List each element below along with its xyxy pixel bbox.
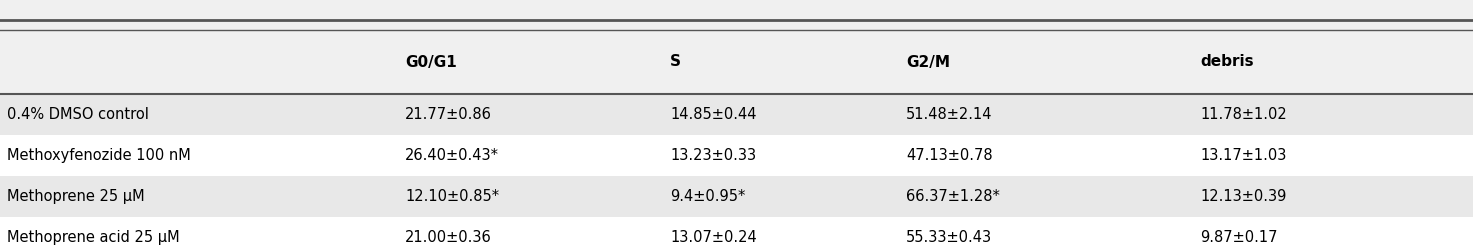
Text: Methoprene 25 μM: Methoprene 25 μM bbox=[7, 189, 144, 204]
Text: 11.78±1.02: 11.78±1.02 bbox=[1200, 107, 1287, 122]
Text: G2/M: G2/M bbox=[906, 55, 950, 69]
Bar bbox=[0, 94, 1473, 135]
Text: Methoxyfenozide 100 nM: Methoxyfenozide 100 nM bbox=[7, 148, 191, 163]
Text: 9.87±0.17: 9.87±0.17 bbox=[1200, 230, 1279, 245]
Text: 13.07±0.24: 13.07±0.24 bbox=[670, 230, 757, 245]
Text: Methoprene acid 25 μM: Methoprene acid 25 μM bbox=[7, 230, 180, 245]
Text: G0/G1: G0/G1 bbox=[405, 55, 457, 69]
Text: 12.13±0.39: 12.13±0.39 bbox=[1200, 189, 1287, 204]
Text: 13.23±0.33: 13.23±0.33 bbox=[670, 148, 756, 163]
Text: 55.33±0.43: 55.33±0.43 bbox=[906, 230, 991, 245]
Text: S: S bbox=[670, 55, 681, 69]
Text: 9.4±0.95*: 9.4±0.95* bbox=[670, 189, 745, 204]
Text: debris: debris bbox=[1200, 55, 1254, 69]
Text: 0.4% DMSO control: 0.4% DMSO control bbox=[7, 107, 149, 122]
Text: 47.13±0.78: 47.13±0.78 bbox=[906, 148, 993, 163]
Text: 21.00±0.36: 21.00±0.36 bbox=[405, 230, 492, 245]
Text: 14.85±0.44: 14.85±0.44 bbox=[670, 107, 757, 122]
Text: 66.37±1.28*: 66.37±1.28* bbox=[906, 189, 1000, 204]
Text: 12.10±0.85*: 12.10±0.85* bbox=[405, 189, 499, 204]
Text: 51.48±2.14: 51.48±2.14 bbox=[906, 107, 993, 122]
Text: 26.40±0.43*: 26.40±0.43* bbox=[405, 148, 499, 163]
Bar bbox=[0, 135, 1473, 176]
Bar bbox=[0, 217, 1473, 248]
Text: 21.77±0.86: 21.77±0.86 bbox=[405, 107, 492, 122]
Bar bbox=[0, 176, 1473, 217]
Text: 13.17±1.03: 13.17±1.03 bbox=[1200, 148, 1287, 163]
